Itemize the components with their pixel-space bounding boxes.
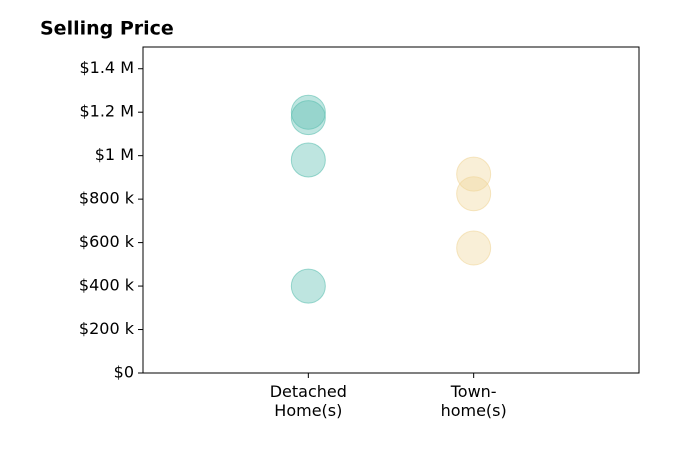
y-tick-label: $600 k — [79, 232, 135, 251]
point — [456, 230, 492, 266]
plot-frame — [142, 46, 640, 374]
y-tick-label: $400 k — [79, 276, 135, 295]
y-tick-label: $0 — [114, 363, 134, 382]
y-tick-label: $800 k — [79, 189, 135, 208]
chart-title: Selling Price — [40, 18, 174, 40]
x-tick-label: Town- home(s) — [440, 382, 507, 420]
point — [290, 268, 326, 304]
point — [290, 94, 326, 130]
point — [456, 176, 492, 212]
point — [456, 156, 492, 192]
x-tick-label: Detached Home(s) — [269, 382, 347, 420]
y-tick-label: $200 k — [79, 319, 135, 338]
point — [290, 100, 326, 136]
y-tick-label: $1.2 M — [79, 102, 134, 121]
y-tick-label: $1.4 M — [79, 58, 134, 77]
y-tick-label: $1 M — [95, 145, 134, 164]
point — [290, 142, 326, 178]
